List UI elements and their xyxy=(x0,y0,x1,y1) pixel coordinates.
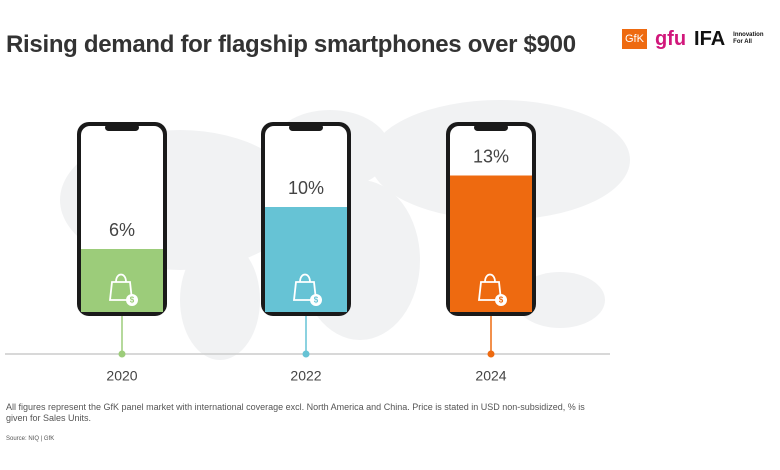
notch xyxy=(474,124,508,131)
bag-icon: $ xyxy=(108,273,138,306)
bag-handle xyxy=(299,273,311,283)
coin xyxy=(495,294,507,306)
value-label: 13% xyxy=(473,146,509,166)
fill-bar xyxy=(265,207,347,312)
gfk-logo: GfK xyxy=(622,29,647,49)
footnote: All figures represent the GfK panel mark… xyxy=(6,402,585,423)
bag-icon: $ xyxy=(477,273,507,306)
timeline-dot xyxy=(487,350,495,358)
x-tick-label: 2022 xyxy=(290,368,321,384)
ifa-tagline: Innovation For All xyxy=(733,32,764,45)
timeline-dot xyxy=(302,350,310,358)
gfu-logo: gfu xyxy=(654,27,687,50)
coin-sign: $ xyxy=(314,296,319,305)
bag-handle xyxy=(484,273,496,283)
notch xyxy=(105,124,139,131)
bag-icon: $ xyxy=(292,273,322,306)
fill-bar xyxy=(81,249,163,312)
value-label: 10% xyxy=(288,178,324,198)
source: Source: NIQ | GfK xyxy=(6,436,55,442)
coin-sign: $ xyxy=(499,296,504,305)
coin-sign: $ xyxy=(130,296,135,305)
chart-title: Rising demand for flagship smartphones o… xyxy=(6,31,576,58)
notch xyxy=(289,124,323,131)
fill-bar xyxy=(450,175,532,312)
logos: GfK gfu IFA Innovation For All xyxy=(612,0,778,78)
x-tick-label: 2020 xyxy=(106,368,137,384)
ifa-logo: IFA xyxy=(694,27,726,50)
coin xyxy=(126,294,138,306)
coin xyxy=(310,294,322,306)
x-tick-label: 2024 xyxy=(475,368,506,384)
timeline-dot xyxy=(118,350,126,358)
bag-handle xyxy=(115,273,127,283)
value-label: 6% xyxy=(109,220,135,240)
